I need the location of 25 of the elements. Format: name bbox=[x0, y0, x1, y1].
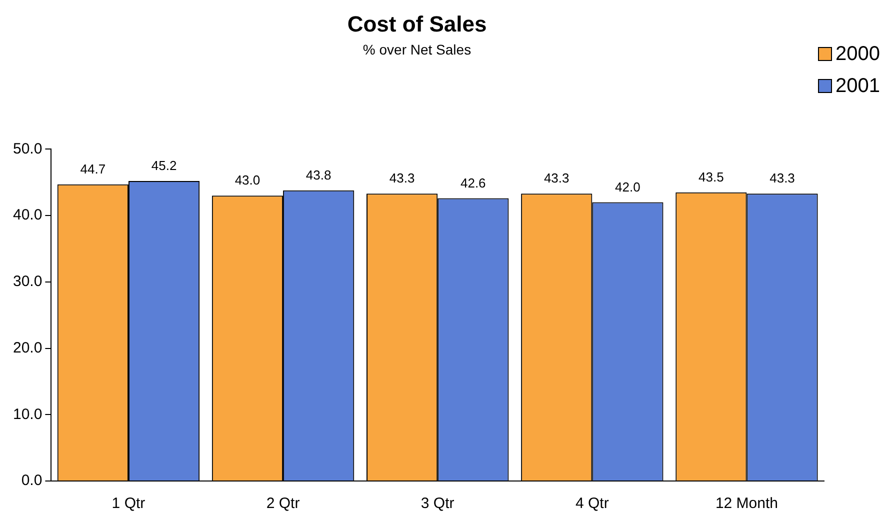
data-label: 43.8 bbox=[306, 167, 332, 182]
data-label: 42.6 bbox=[460, 175, 486, 190]
y-tick-label: 40.0 bbox=[12, 206, 42, 224]
y-tick-label: 0.0 bbox=[21, 472, 42, 490]
x-tick-label: 4 Qtr bbox=[575, 495, 609, 512]
x-tick-label: 2 Qtr bbox=[266, 495, 300, 512]
legend-label: 2001 bbox=[836, 74, 880, 99]
data-label: 43.5 bbox=[698, 169, 724, 184]
y-tick-label: 20.0 bbox=[12, 339, 42, 356]
x-tick-label: 12 Month bbox=[715, 495, 778, 512]
chart-subtitle: % over Net Sales bbox=[362, 42, 472, 58]
y-tick-label: 30.0 bbox=[12, 273, 42, 290]
x-tick-label: 1 Qtr bbox=[112, 495, 146, 512]
data-label: 43.0 bbox=[234, 172, 260, 188]
text: 2000 bbox=[836, 42, 880, 67]
data-label: 44.7 bbox=[80, 161, 106, 176]
chart-title: Cost of Sales bbox=[347, 11, 487, 36]
y-tick-label: 10.0 bbox=[12, 406, 42, 423]
data-label: 43.3 bbox=[544, 170, 570, 186]
data-label: 45.2 bbox=[151, 158, 177, 174]
y-tick-label: 50.0 bbox=[12, 140, 42, 158]
x-tick-label: 3 Qtr bbox=[420, 495, 454, 512]
data-label: 43.3 bbox=[770, 170, 795, 186]
data-label: 43.3 bbox=[389, 170, 415, 186]
data-label: 42.0 bbox=[615, 179, 640, 194]
